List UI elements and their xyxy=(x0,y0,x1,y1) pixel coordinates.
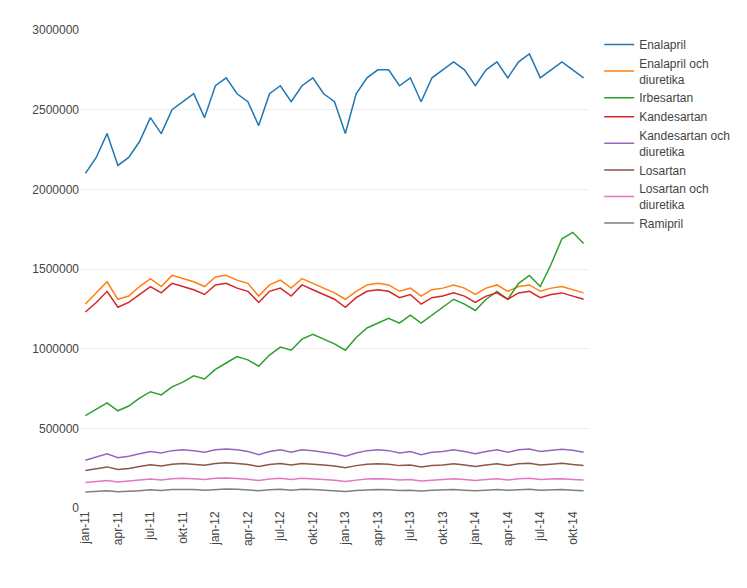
svg-text:500000: 500000 xyxy=(39,422,79,436)
svg-text:jan-12: jan-12 xyxy=(208,511,222,546)
svg-text:0: 0 xyxy=(72,501,79,515)
svg-text:apr-13: apr-13 xyxy=(371,511,385,546)
svg-text:okt-14: okt-14 xyxy=(566,511,580,545)
svg-text:okt-13: okt-13 xyxy=(436,511,450,545)
svg-text:jul-12: jul-12 xyxy=(273,511,287,542)
svg-text:Losartan: Losartan xyxy=(639,164,686,178)
svg-text:jan-13: jan-13 xyxy=(338,511,352,546)
svg-text:Irbesartan: Irbesartan xyxy=(639,91,693,105)
svg-text:jul-14: jul-14 xyxy=(533,511,547,542)
svg-text:jul-11: jul-11 xyxy=(143,511,157,541)
svg-text:Kandesartan: Kandesartan xyxy=(639,110,707,124)
svg-text:2500000: 2500000 xyxy=(32,103,79,117)
svg-text:Enalapril: Enalapril xyxy=(639,38,686,52)
svg-text:okt-12: okt-12 xyxy=(306,511,320,545)
svg-text:3000000: 3000000 xyxy=(32,23,79,37)
svg-text:apr-12: apr-12 xyxy=(241,511,255,546)
svg-text:jan-11: jan-11 xyxy=(78,511,92,545)
svg-text:Ramipril: Ramipril xyxy=(639,217,683,231)
svg-text:okt-11: okt-11 xyxy=(176,511,190,544)
svg-text:apr-11: apr-11 xyxy=(111,511,125,545)
svg-text:apr-14: apr-14 xyxy=(501,511,515,546)
svg-text:jul-13: jul-13 xyxy=(403,511,417,542)
svg-text:1500000: 1500000 xyxy=(32,262,79,276)
svg-text:Kandesartan ochdiuretika: Kandesartan ochdiuretika xyxy=(639,129,730,159)
svg-text:jan-14: jan-14 xyxy=(468,511,482,546)
svg-text:1000000: 1000000 xyxy=(32,342,79,356)
svg-text:Enalapril ochdiuretika: Enalapril ochdiuretika xyxy=(639,57,708,87)
svg-text:2000000: 2000000 xyxy=(32,183,79,197)
svg-text:Losartan ochdiuretika: Losartan ochdiuretika xyxy=(639,182,708,212)
